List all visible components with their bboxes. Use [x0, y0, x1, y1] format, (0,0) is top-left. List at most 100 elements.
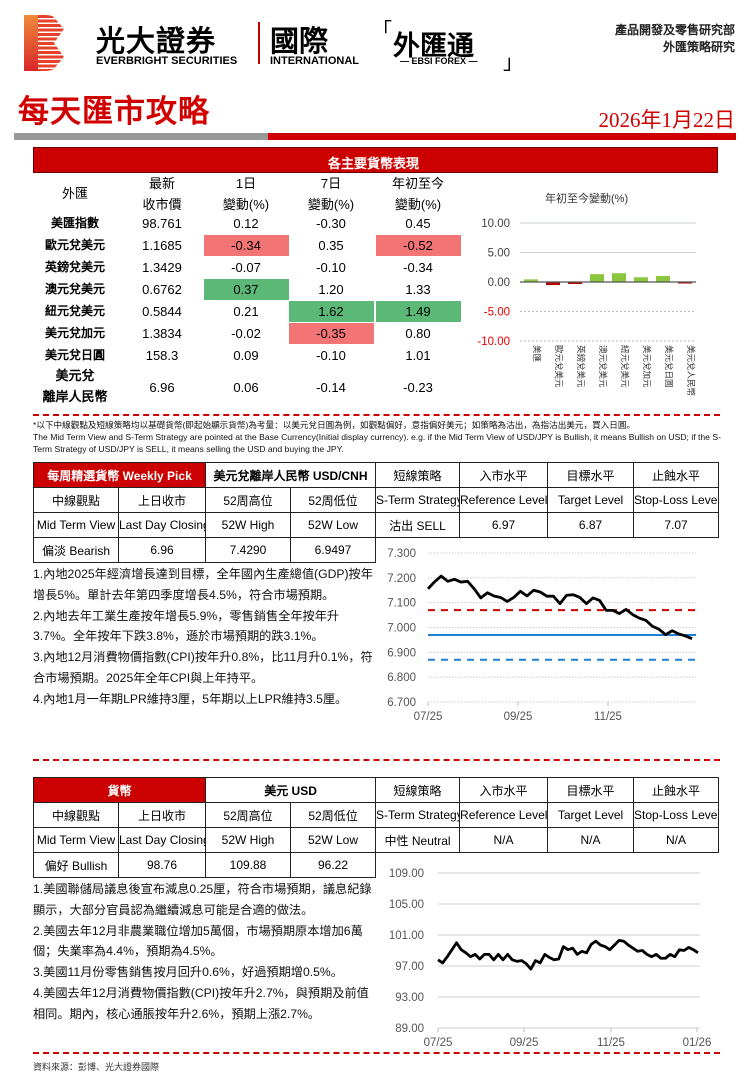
header-bar-red [268, 133, 736, 140]
y-tick-label: 93.00 [395, 992, 424, 1004]
y-tick-label: 7.000 [387, 623, 416, 635]
disclaimer-note: *以下中線觀點及短線策略均以基礎貨幣(即起始顯示貨幣)為考量：以美元兌日圓為例，… [33, 419, 723, 455]
close-header-en: Last Day Closing [117, 827, 207, 853]
logo-divider [258, 22, 260, 64]
bar [524, 279, 538, 282]
row-close: 0.6762 [142, 282, 182, 297]
row-d1: 0.37 [203, 279, 289, 300]
usd-high: 109.88 [205, 852, 292, 878]
x-tick-label: 09/25 [504, 711, 533, 723]
row-d1: 0.21 [233, 304, 259, 319]
stop-header-en: Stop-Loss Level [633, 802, 720, 828]
row-close: 6.96 [149, 380, 175, 395]
y-tick-label: 10.00 [481, 218, 510, 230]
bar [612, 273, 626, 282]
row-d7: -0.14 [316, 380, 346, 395]
strategy-header-en: S-Term Strategy [375, 487, 461, 513]
row-pair: 英鎊兌美元 [44, 260, 105, 274]
row-pair: 離岸人民幣 [42, 389, 108, 404]
footer-divider [33, 1052, 720, 1054]
row-pair: 歐元兌美元 [44, 238, 105, 252]
y-tick-label: 6.900 [387, 647, 416, 659]
row-d7: 1.62 [288, 301, 374, 322]
bar [590, 274, 604, 282]
brand-name-zh: 光大證券 [96, 24, 217, 58]
row-d7: -0.30 [316, 216, 346, 231]
note-zh: *以下中線觀點及短線策略均以基礎貨幣(即起始顯示貨幣)為考量：以美元兌日圓為例，… [33, 420, 636, 430]
pick-pair: 美元兌離岸人民幣 USD/CNH [204, 462, 377, 488]
price-series-line [437, 939, 699, 971]
header-ytd: 年初至今 [391, 176, 444, 191]
commentary-point: 2.美國去年12月非農業職位增加5萬個，市場預期原本增加6萬個；失業率為4.4%… [33, 923, 363, 959]
mid-view-header-en: Mid Term View [33, 512, 119, 538]
header-bar-gray [14, 133, 268, 140]
pick-target: 6.87 [547, 512, 635, 538]
brand-name-en: EVERBRIGHT SECURITIES [96, 55, 238, 67]
low-header-en: 52W Low [290, 827, 377, 853]
y-tick-label: 97.00 [395, 961, 424, 973]
target-header: 目標水平 [547, 777, 635, 803]
header-ytd: 變動(%) [394, 197, 442, 212]
row-d7: 1.20 [318, 282, 344, 297]
usdcnh-line-chart: 7.300 7.200 7.100 7.000 6.900 6.800 6.700 07/25… [387, 548, 696, 723]
bar [634, 277, 648, 282]
y-tick-label: 6.800 [387, 672, 416, 684]
y-tick-label: 109.00 [389, 868, 424, 880]
category-label: 美元兌加元 [642, 345, 652, 388]
pick-high: 7.4290 [205, 537, 291, 563]
row-d1: 0.06 [233, 380, 259, 395]
usd-table: 貨幣 美元 USD 短線策略 入市水平 目標水平 止蝕水平 中線觀點 上日收市 52周高位 52… [32, 777, 720, 878]
header-d1: 變動(%) [222, 197, 270, 212]
entry-header-en: Reference Level [459, 802, 549, 828]
strategy-header: 短線策略 [375, 777, 461, 803]
y-tick-label: 101.00 [389, 930, 424, 942]
bar [656, 276, 670, 282]
header-d7: 7日 [320, 176, 342, 191]
high-header-en: 52W High [205, 827, 292, 853]
stop-header: 止蝕水平 [633, 462, 720, 488]
section-divider [33, 759, 720, 761]
header-close: 最新 [148, 176, 175, 191]
low-header-en: 52W Low [289, 512, 377, 538]
row-ytd: -0.52 [375, 235, 461, 256]
pick-low: 6.9497 [289, 537, 377, 563]
department-line-1: 產品開發及零售研究部 [614, 23, 735, 37]
pick-entry: 6.97 [459, 512, 549, 538]
entry-header: 入市水平 [459, 777, 549, 803]
commentary-point: 1.美國聯儲局議息後宣布減息0.25厘，符合市場預期，議息紀錄顯示，大部分官員認… [33, 882, 372, 917]
row-d1: -0.02 [231, 326, 261, 341]
usd-stop: N/A [633, 827, 720, 853]
bar [568, 282, 582, 285]
pick-stop: 7.07 [633, 512, 720, 538]
y-tick-label: 5.00 [488, 248, 510, 260]
low-header: 52周低位 [289, 487, 377, 513]
usd-view: 偏好 Bullish [33, 852, 119, 878]
row-ytd: 0.45 [405, 216, 431, 231]
weekly-pick-label: 每周精選貨幣 Weekly Pick [33, 462, 206, 488]
source-note: 資料來源：彭博、光大證券國際 [33, 1062, 160, 1072]
row-d7: -0.35 [288, 323, 374, 344]
x-tick-label: 11/25 [597, 1037, 625, 1049]
high-header-en: 52W High [205, 512, 291, 538]
ytd-chart-title: 年初至今變動(%) [545, 193, 629, 205]
category-label: 澳元兌美元 [598, 345, 608, 388]
bar [678, 282, 692, 284]
row-d1: 0.09 [233, 348, 259, 363]
price-series-line [426, 574, 693, 640]
x-tick-label: 01/26 [683, 1037, 712, 1049]
bracket-open: 「 [372, 20, 392, 42]
mid-view-header-en: Mid Term View [33, 827, 119, 853]
row-ytd: 0.80 [405, 326, 431, 341]
category-label: 英鎊兌美元 [576, 345, 586, 388]
target-header-en: Target Level [547, 802, 635, 828]
everbright-logo [24, 15, 64, 71]
performance-title: 各主要貨幣表現 [328, 156, 420, 171]
usd-close: 98.76 [117, 852, 207, 878]
mid-view-header: 中線觀點 [33, 802, 119, 828]
row-close: 1.3429 [142, 260, 182, 275]
pick-close: 6.96 [118, 537, 206, 563]
row-d7: -0.10 [316, 348, 346, 363]
row-close: 1.1685 [142, 238, 182, 253]
header-d7: 變動(%) [307, 197, 355, 212]
